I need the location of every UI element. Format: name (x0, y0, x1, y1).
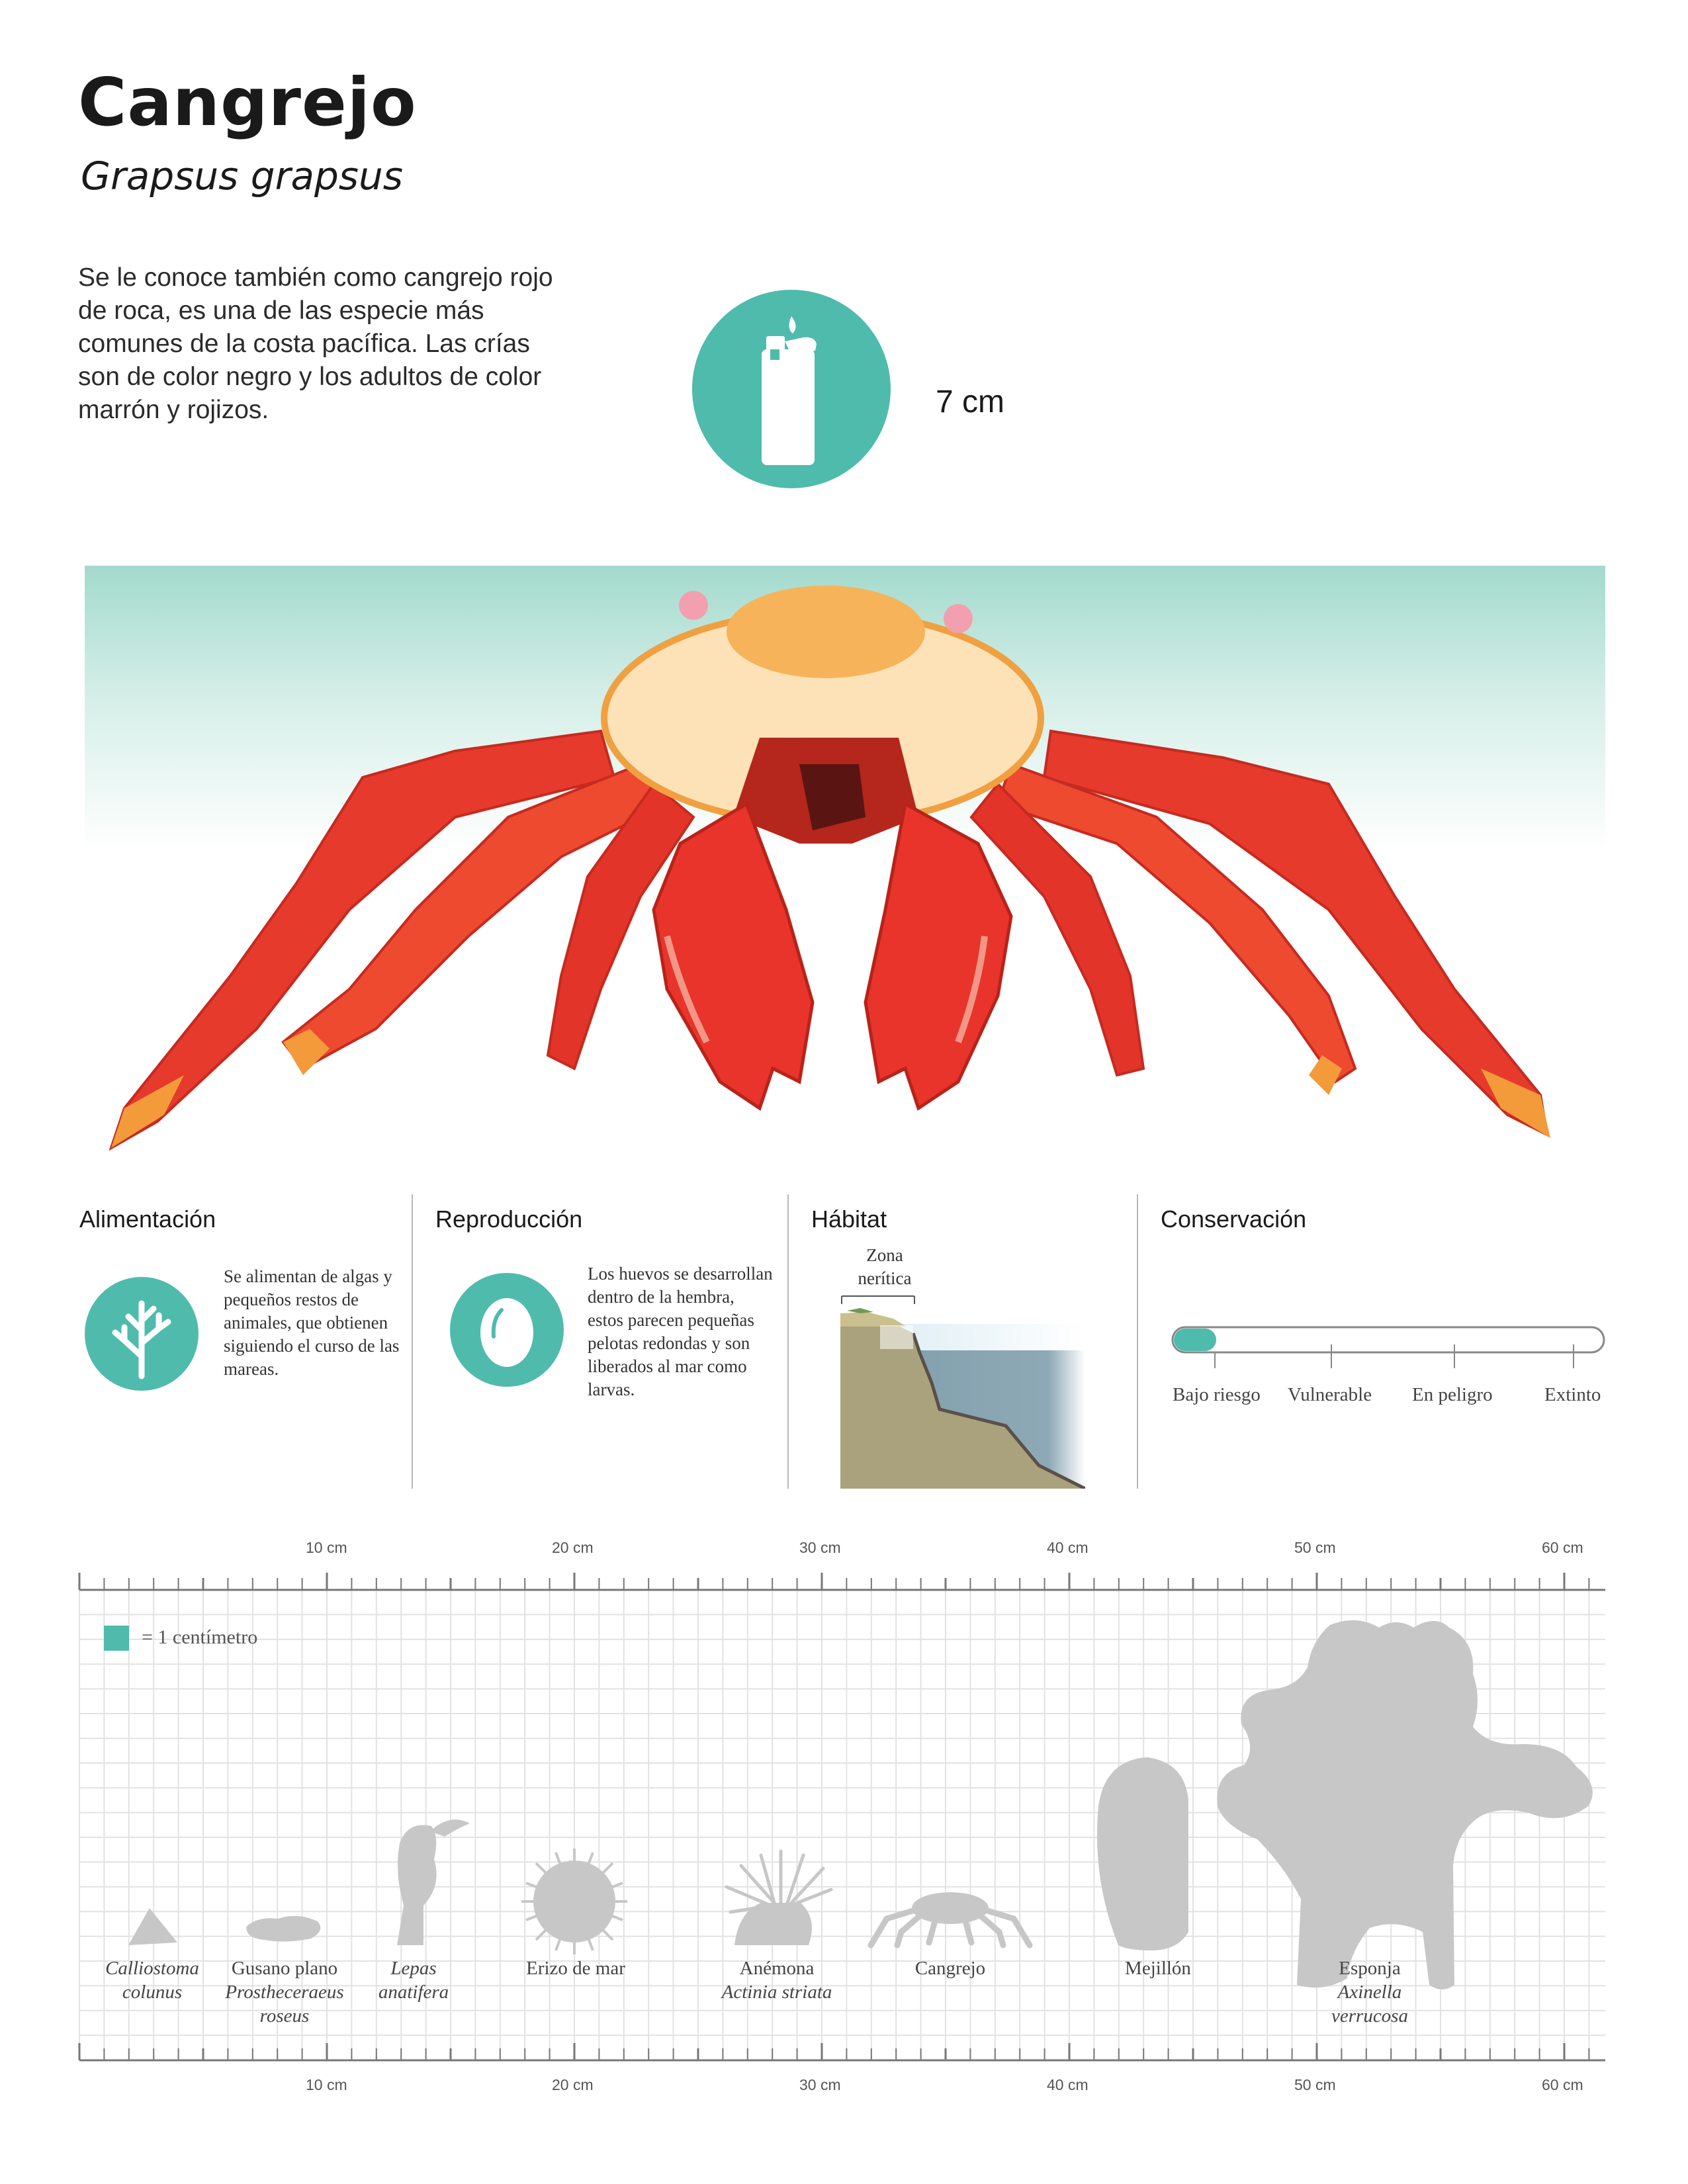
reproduction-text: Los huevos se desarrollan dentro de la h… (588, 1264, 773, 1399)
scientific-name: Grapsus grapsus (81, 153, 403, 198)
panel-divider (412, 1194, 413, 1489)
barnacle-cirri-silhouette (430, 1819, 470, 1837)
species-common-name: Erizo de mar (526, 1958, 625, 1979)
sea-urchin-silhouette (521, 1849, 627, 1954)
species-common-name: Esponja (1339, 1958, 1401, 1979)
habitat-zone-label: Zona nerítica (858, 1245, 912, 1288)
species-scientific-name: Axinella verrucosa (1331, 1982, 1408, 2027)
scale-tick-label-bottom: 40 cm (1047, 2076, 1088, 2093)
conservation-level-endangered: En peligro (1412, 1384, 1493, 1405)
species-common-name: Cangrejo (914, 1958, 986, 1979)
panel-divider (1137, 1194, 1138, 1489)
crab-eye-left (679, 591, 708, 620)
conservation-level-vulnerable: Vulnerable (1288, 1384, 1372, 1405)
species-label-lepas: Lepas anatifera (371, 1956, 457, 2004)
anemone-silhouette (725, 1849, 833, 1945)
species-common-name: Gusano plano (231, 1958, 338, 1979)
coral-icon (112, 1300, 171, 1379)
conservation-scale (1171, 1326, 1605, 1368)
feeding-heading: Alimentación (79, 1205, 216, 1233)
conservation-level-extinct: Extinto (1544, 1384, 1601, 1405)
species-silhouettes (128, 1620, 1593, 1989)
species-scientific-name: Calliostoma colunus (105, 1958, 199, 2003)
panel-divider (787, 1194, 789, 1489)
species-label-sponge: Esponja Axinella verrucosa (1317, 1956, 1423, 2028)
species-label-crab: Cangrejo (884, 1956, 1016, 1980)
conservation-level-fill (1174, 1329, 1216, 1351)
barnacle-silhouette (397, 1825, 437, 1945)
conservation-heading: Conservación (1161, 1205, 1307, 1233)
habitat-heading: Hábitat (811, 1205, 887, 1233)
reproduction-heading: Reproducción (435, 1205, 583, 1233)
scale-tick-label-bottom: 30 cm (799, 2076, 841, 2093)
legend-swatch (104, 1626, 129, 1651)
species-scientific-name: Actinia striata (721, 1982, 832, 2003)
species-common-name: Mejillón (1125, 1958, 1191, 1979)
species-label-mussel: Mejillón (1092, 1956, 1224, 1980)
species-label-calliostoma: Calliostoma colunus (99, 1956, 205, 2004)
species-scientific-name: Prostheceraeus roseus (225, 1982, 344, 2027)
scale-tick-label-bottom: 20 cm (552, 2076, 594, 2093)
crab-illustration (109, 586, 1550, 1151)
species-label-urchin: Erizo de mar (510, 1956, 642, 1980)
scale-tick-label-bottom: 50 cm (1294, 2076, 1336, 2093)
feeding-badge (85, 1277, 199, 1391)
scale-tick-label-top: 20 cm (552, 1539, 594, 1556)
flatworm-silhouette (246, 1915, 321, 1942)
sponge-silhouette (1217, 1620, 1593, 1989)
species-label-flatworm: Gusano plano Prostheceraeus roseus (218, 1956, 351, 2028)
scale-tick-label-top: 30 cm (799, 1539, 841, 1556)
scale-tick-label-top: 60 cm (1542, 1539, 1583, 1556)
legend-label: = 1 centímetro (142, 1626, 258, 1648)
crab-leg-tips (111, 1029, 1550, 1148)
egg-icon (480, 1298, 533, 1367)
crab-silhouette (867, 1892, 1033, 1948)
scale-tick-label-top: 50 cm (1294, 1539, 1336, 1556)
scale-tick-label-top: 10 cm (306, 1539, 347, 1556)
sea-snail-silhouette (128, 1908, 177, 1945)
crab-carapace-center (727, 586, 925, 678)
species-label-anemone: Anémona Actinia striata (704, 1956, 850, 2004)
size-value: 7 cm (936, 384, 1005, 419)
crab-eye-right (944, 604, 973, 633)
conservation-level-low: Bajo riesgo (1173, 1384, 1261, 1405)
scale-tick-label-top: 40 cm (1047, 1539, 1088, 1556)
reproduction-badge (450, 1273, 564, 1387)
lighter-icon (762, 316, 817, 465)
mussel-silhouette (1097, 1757, 1188, 1950)
scale-tick-label-bottom: 10 cm (306, 2076, 347, 2093)
feeding-text: Se alimentan de algas y pequeños restos … (224, 1266, 400, 1379)
crab-claws (652, 801, 1013, 1111)
page-title: Cangrejo (78, 64, 417, 141)
species-description: Se le conoce también como cangrejo rojo … (78, 263, 553, 424)
species-common-name: Anémona (739, 1958, 815, 1979)
habitat-diagram (840, 1295, 1085, 1489)
size-reference-badge (692, 290, 891, 488)
scale-tick-label-bottom: 60 cm (1542, 2076, 1583, 2093)
species-scientific-name: Lepas anatifera (378, 1958, 449, 2003)
